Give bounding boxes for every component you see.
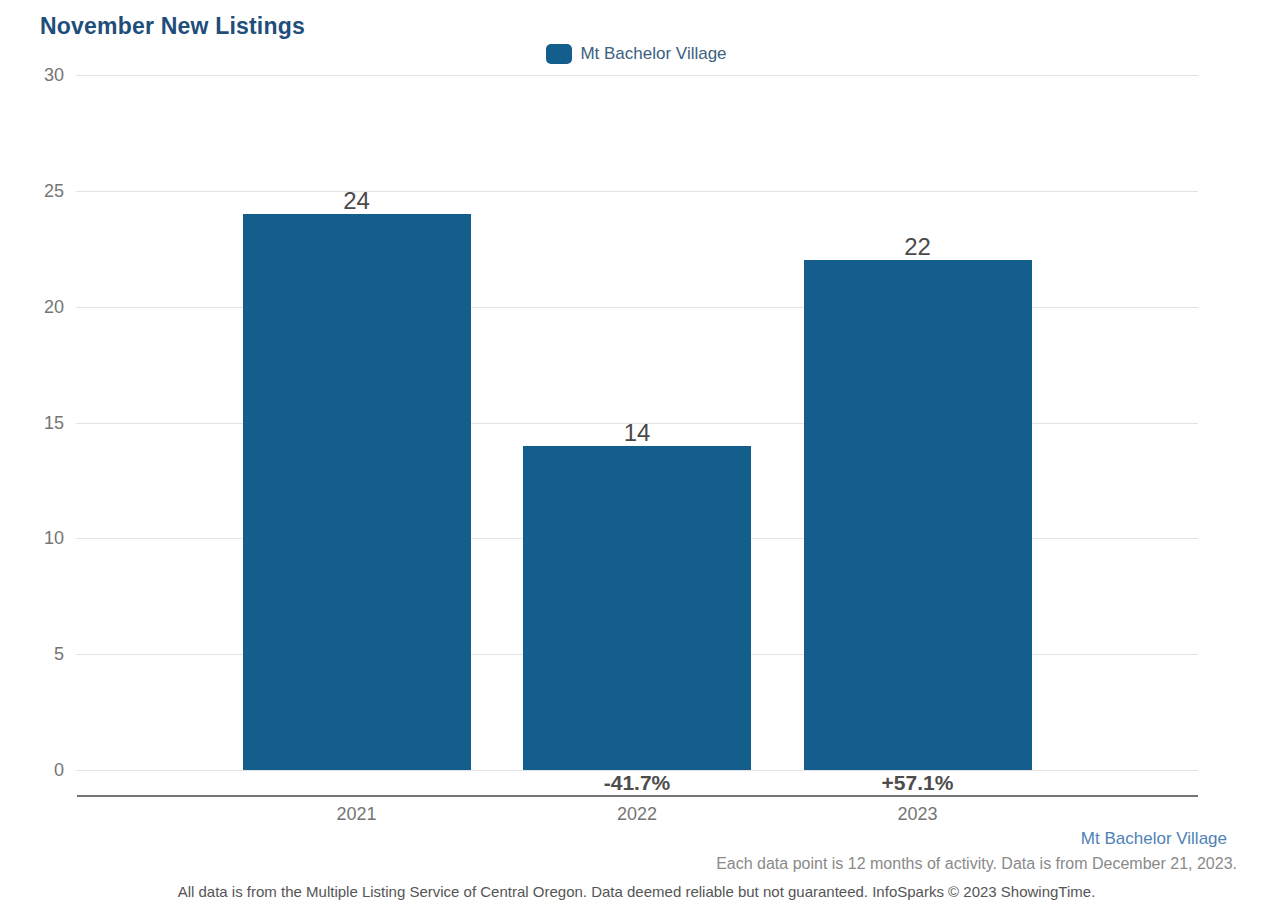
legend: Mt Bachelor Village: [0, 44, 1273, 64]
chart-title: November New Listings: [40, 13, 305, 40]
gridline-30: [76, 75, 1198, 76]
legend-item-mt-bachelor-village[interactable]: Mt Bachelor Village: [546, 44, 726, 64]
legend-swatch-icon: [546, 44, 572, 64]
chart-widget: November New Listings Mt Bachelor Villag…: [0, 0, 1273, 919]
gridline-25: [76, 191, 1198, 192]
footer-disclaimer: All data is from the Multiple Listing Se…: [0, 883, 1273, 900]
y-tick-label-20: 20: [0, 297, 64, 317]
bar-2022[interactable]: [523, 446, 751, 770]
x-tick-label-2023: 2023: [808, 804, 1028, 825]
bar-2023[interactable]: [804, 260, 1032, 770]
x-axis-line: [77, 795, 1198, 797]
bar-2021[interactable]: [243, 214, 471, 770]
y-tick-label-5: 5: [0, 644, 64, 664]
plot-area: 051015202530241422: [76, 75, 1198, 770]
bar-value-label-2021: 24: [257, 188, 457, 214]
bar-value-label-2022: 14: [537, 420, 737, 446]
y-tick-label-0: 0: [0, 760, 64, 780]
footer-series-link[interactable]: Mt Bachelor Village: [1081, 829, 1227, 849]
y-tick-label-15: 15: [0, 413, 64, 433]
x-tick-label-2022: 2022: [527, 804, 747, 825]
pct-change-label-2023: +57.1%: [808, 771, 1028, 795]
y-tick-label-10: 10: [0, 528, 64, 548]
x-tick-label-2021: 2021: [247, 804, 467, 825]
legend-label: Mt Bachelor Village: [580, 44, 726, 64]
footer-data-note: Each data point is 12 months of activity…: [716, 855, 1237, 873]
y-tick-label-30: 30: [0, 65, 64, 85]
pct-change-label-2022: -41.7%: [527, 771, 747, 795]
y-tick-label-25: 25: [0, 181, 64, 201]
bar-value-label-2023: 22: [818, 234, 1018, 260]
